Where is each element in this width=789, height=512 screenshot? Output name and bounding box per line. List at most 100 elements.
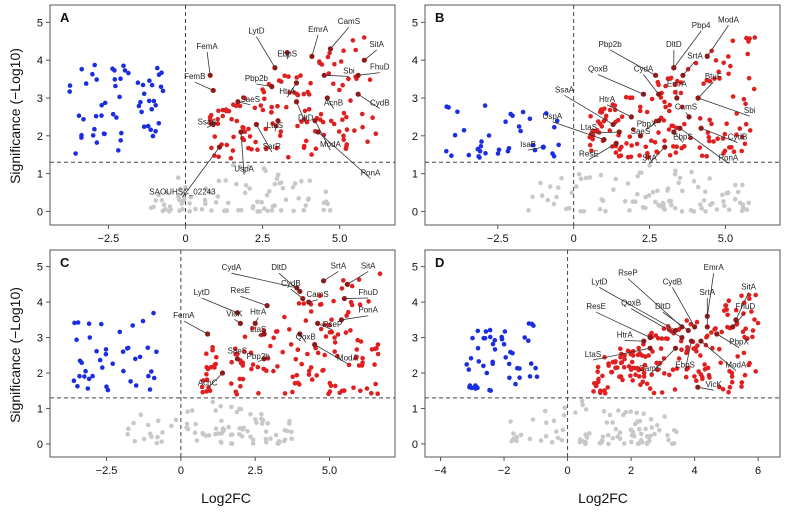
point-upregulated [674, 150, 679, 155]
point-upregulated [248, 134, 253, 139]
point-upregulated [662, 139, 667, 144]
point-upregulated [756, 321, 761, 326]
point-not-significant [217, 179, 222, 184]
point-upregulated [618, 347, 623, 352]
point-upregulated [214, 355, 219, 360]
point-not-significant [661, 202, 666, 207]
point-labeled-srta [321, 278, 326, 283]
point-labeled-cydb [692, 324, 697, 329]
point-upregulated [747, 76, 752, 81]
point-upregulated [738, 126, 743, 131]
point-upregulated [373, 382, 378, 387]
gene-label-sita: SitA [642, 153, 657, 162]
point-upregulated [249, 147, 254, 152]
point-not-significant [204, 434, 209, 439]
point-not-significant [270, 208, 275, 213]
gene-label-qoxb: QoxB [588, 65, 608, 74]
point-upregulated [305, 352, 310, 357]
point-not-significant [629, 428, 634, 433]
panel-d: 012345−4 −2 0 2 4 6EmrARsePLytD CydBSitASrtAQo… [412, 250, 780, 477]
point-downregulated [507, 376, 512, 381]
point-labeled-sbi [322, 73, 327, 78]
point-downregulated [121, 349, 126, 354]
point-upregulated [370, 115, 375, 120]
point-not-significant [293, 181, 298, 186]
point-downregulated [104, 352, 109, 357]
point-upregulated [341, 133, 346, 138]
point-upregulated [249, 367, 254, 372]
point-not-significant [689, 170, 694, 175]
gene-label-vick: VicK [706, 380, 723, 389]
point-upregulated [231, 148, 236, 153]
point-upregulated [711, 139, 716, 144]
y-tick-label: 3 [412, 333, 418, 345]
point-not-significant [283, 438, 288, 443]
point-downregulated [510, 351, 515, 356]
point-not-significant [169, 424, 174, 429]
point-upregulated [204, 351, 209, 356]
point-downregulated [159, 85, 164, 90]
point-not-significant [676, 181, 681, 186]
point-labeled-dltd [686, 328, 691, 333]
y-tick-label: 0 [37, 206, 43, 218]
point-upregulated [660, 336, 665, 341]
point-upregulated [314, 146, 319, 151]
point-upregulated [620, 378, 625, 383]
point-not-significant [579, 177, 584, 182]
point-downregulated [72, 378, 77, 383]
label-leader-line [324, 75, 349, 76]
y-tick-label: 0 [412, 206, 418, 218]
point-not-significant [263, 169, 268, 174]
point-labeled-pbp2b [653, 73, 658, 78]
point-not-significant [740, 183, 745, 188]
point-upregulated [304, 318, 309, 323]
point-upregulated [243, 335, 248, 340]
x-tick-label: −2 [498, 465, 511, 477]
gene-label-cydb: CydB [728, 133, 748, 142]
point-not-significant [174, 418, 179, 423]
point-upregulated [290, 375, 295, 380]
point-not-significant [543, 409, 548, 414]
point-upregulated [238, 104, 243, 109]
point-downregulated [83, 369, 88, 374]
point-upregulated [698, 353, 703, 358]
point-downregulated [550, 151, 555, 156]
point-not-significant [214, 426, 219, 431]
gene-label-cams: CamS [675, 102, 697, 111]
point-downregulated [485, 371, 490, 376]
gene-label-rese: ResE [579, 150, 599, 159]
point-not-significant [283, 428, 288, 433]
point-upregulated [326, 55, 331, 60]
point-upregulated [351, 385, 356, 390]
gene-label-cyda: CydA [222, 263, 242, 272]
point-labeled-srta [705, 324, 710, 329]
point-not-significant [139, 413, 144, 418]
point-upregulated [282, 315, 287, 320]
y-tick-label: 1 [37, 169, 43, 181]
point-labeled-pbpx [656, 118, 661, 123]
point-upregulated [344, 330, 349, 335]
point-upregulated [319, 302, 324, 307]
x-axis-title-left: Log2FC [201, 490, 251, 506]
x-tick-label: 5.0 [718, 233, 733, 245]
point-upregulated [375, 391, 380, 396]
point-labeled-pona [677, 126, 682, 131]
point-upregulated [636, 353, 641, 358]
point-upregulated [340, 286, 345, 291]
gene-label-ltas: LtaS [581, 123, 597, 132]
point-not-significant [299, 179, 304, 184]
point-not-significant [221, 426, 226, 431]
point-downregulated [449, 153, 454, 158]
point-not-significant [680, 209, 685, 214]
point-not-significant [666, 438, 671, 443]
point-not-significant [181, 199, 186, 204]
point-downregulated [78, 359, 83, 364]
point-upregulated [598, 110, 603, 115]
point-not-significant [259, 412, 264, 417]
point-not-significant [260, 421, 265, 426]
point-upregulated [360, 356, 365, 361]
point-upregulated [283, 391, 288, 396]
point-upregulated [286, 74, 291, 79]
point-downregulated [528, 117, 533, 122]
x-axis-title-right: Log2FC [578, 490, 628, 506]
